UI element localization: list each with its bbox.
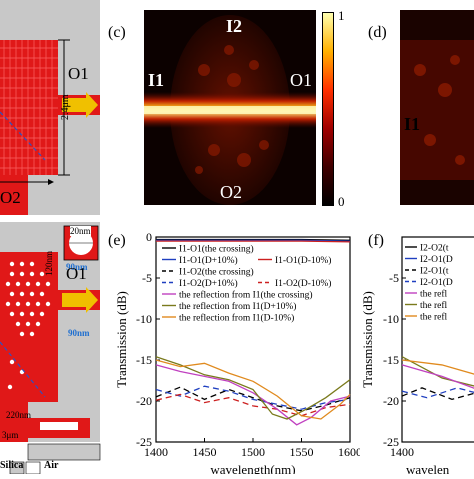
series-line-3 bbox=[156, 240, 351, 243]
panel-c-port-o2: O2 bbox=[220, 182, 242, 202]
legend-entry-f: the refl bbox=[420, 289, 448, 300]
series-line-6 bbox=[155, 393, 351, 417]
panel-e-label: (e) bbox=[108, 232, 126, 249]
device-schematic-top-svg bbox=[0, 0, 100, 215]
series-line-2 bbox=[156, 239, 351, 242]
y-tick-label: -20 bbox=[136, 394, 152, 408]
panel-c-heatmap bbox=[144, 10, 316, 205]
panel-c-port-i1: I1 bbox=[148, 70, 165, 90]
panel-d: I1 bbox=[400, 10, 474, 205]
x-axis-label: wavelength(nm) bbox=[210, 462, 295, 474]
panel-c-label: (c) bbox=[108, 24, 126, 41]
legend-entry-f: I2-O1(D bbox=[420, 254, 453, 265]
legend-entry: the reflection from I1(the crossing) bbox=[179, 290, 312, 301]
legend-entry-f: I2-O1(D bbox=[420, 277, 453, 288]
series-line-9 bbox=[155, 359, 351, 420]
series-line-7 bbox=[155, 364, 351, 426]
y-tick-label-f: -25 bbox=[383, 435, 399, 449]
dim-20nm: 20nm bbox=[70, 226, 91, 236]
x-tick-label: 1400 bbox=[144, 445, 168, 459]
x-tick-label: 1600 bbox=[338, 445, 360, 459]
y-tick-label: -5 bbox=[142, 271, 152, 285]
legend-entry: I1-O2(D-10%) bbox=[275, 278, 331, 289]
legend-entry-f: I2-O1(t bbox=[420, 266, 449, 277]
x-axis-label-f: wavelen bbox=[406, 462, 450, 474]
device-schematic-bottom: 120nm 20nm 90nm O1 90nm 220nm 3μm Silica… bbox=[0, 222, 110, 475]
legend-entry: the reflection from I1(D-10%) bbox=[179, 313, 294, 324]
panel-c-port-o1: O1 bbox=[290, 70, 312, 90]
series-line-1 bbox=[156, 238, 351, 241]
series-line-8 bbox=[155, 356, 351, 420]
legend-entry: I1-O1(D+10%) bbox=[179, 255, 238, 266]
x-tick-label-f: 1400 bbox=[390, 445, 414, 459]
dim-3um: 3μm bbox=[2, 430, 19, 440]
panel-f-label: (f) bbox=[368, 232, 384, 249]
dim-90nm-b: 90nm bbox=[68, 328, 90, 338]
panel-e-chart: 1400 1450 1500 1550 1600 0 -5 -10 -15 -20 -25 wavel… bbox=[114, 230, 360, 474]
x-tick-label: 1450 bbox=[193, 445, 217, 459]
y-tick-label-f: -15 bbox=[383, 353, 399, 367]
device-schematic-top: O1 O2 2.4μm bbox=[0, 0, 100, 215]
legend-air: Air bbox=[44, 460, 59, 471]
dimension-label: 2.4μm bbox=[60, 94, 71, 120]
y-tick-label-f: -5 bbox=[389, 271, 399, 285]
series-line-f-3 bbox=[401, 359, 474, 375]
series-line-f-5 bbox=[401, 387, 474, 399]
colorbar-min-label: 0 bbox=[338, 194, 345, 209]
x-tick-label: 1500 bbox=[241, 445, 265, 459]
port-label-o1: O1 bbox=[68, 64, 89, 83]
y-tick-label: -10 bbox=[136, 312, 152, 326]
x-tick-label: 1550 bbox=[290, 445, 314, 459]
y-tick-label: -25 bbox=[136, 435, 152, 449]
panel-c: I2 I1 O1 O2 bbox=[144, 10, 316, 205]
legend-entry: I1-O1(D-10%) bbox=[275, 255, 331, 266]
dim-220nm: 220nm bbox=[6, 410, 32, 420]
panel-d-label: (d) bbox=[368, 24, 387, 41]
y-tick-label: -15 bbox=[136, 353, 152, 367]
legend-entry-f: I2-O2(t bbox=[420, 243, 449, 254]
series-line-4 bbox=[155, 386, 351, 412]
y-tick-label: 0 bbox=[146, 230, 152, 244]
legend-entry: I1-O2(the crossing) bbox=[179, 267, 254, 278]
dim-120nm: 120nm bbox=[44, 250, 54, 276]
legend-entry: the reflection from I1(D+10%) bbox=[179, 301, 296, 312]
legend-entry: I1-O2(D+10%) bbox=[179, 278, 238, 289]
panel-d-port-i1: I1 bbox=[404, 114, 421, 134]
series-line-f-2 bbox=[401, 364, 474, 389]
y-tick-label-f: -10 bbox=[383, 312, 399, 326]
plot-frame bbox=[155, 236, 351, 443]
y-tick-label-f: -20 bbox=[383, 394, 399, 408]
panel-d-heatmap bbox=[400, 10, 474, 205]
colorbar-max-label: 1 bbox=[338, 8, 345, 23]
output-arrow-o1 bbox=[62, 92, 98, 118]
legend-entry: I1-O1(the crossing) bbox=[179, 244, 254, 255]
panel-f-chart: -5 -10 -15 -20 -25 Transmission (dB) 1400 wavel… bbox=[362, 236, 474, 474]
series-line-f-4 bbox=[401, 387, 474, 401]
dim-90nm-a: 90nm bbox=[66, 262, 88, 272]
legend-entry-f: the refl bbox=[420, 312, 448, 323]
plot-frame-f bbox=[401, 236, 474, 443]
series-line-f-1 bbox=[401, 356, 474, 387]
port-label-o1-bottom: O1 bbox=[66, 264, 87, 283]
output-arrow-o1-bottom bbox=[62, 287, 98, 313]
legend-entry-f: the refl bbox=[420, 300, 448, 311]
series-line-5 bbox=[155, 385, 351, 410]
port-label-o2: O2 bbox=[0, 188, 21, 207]
y-axis-label: Transmission (dB) bbox=[114, 291, 129, 388]
y-axis-label-f: Transmission (dB) bbox=[362, 291, 375, 388]
legend-silica: Silica bbox=[0, 460, 24, 471]
panel-c-port-i2: I2 bbox=[226, 16, 243, 36]
colorbar bbox=[322, 12, 334, 206]
